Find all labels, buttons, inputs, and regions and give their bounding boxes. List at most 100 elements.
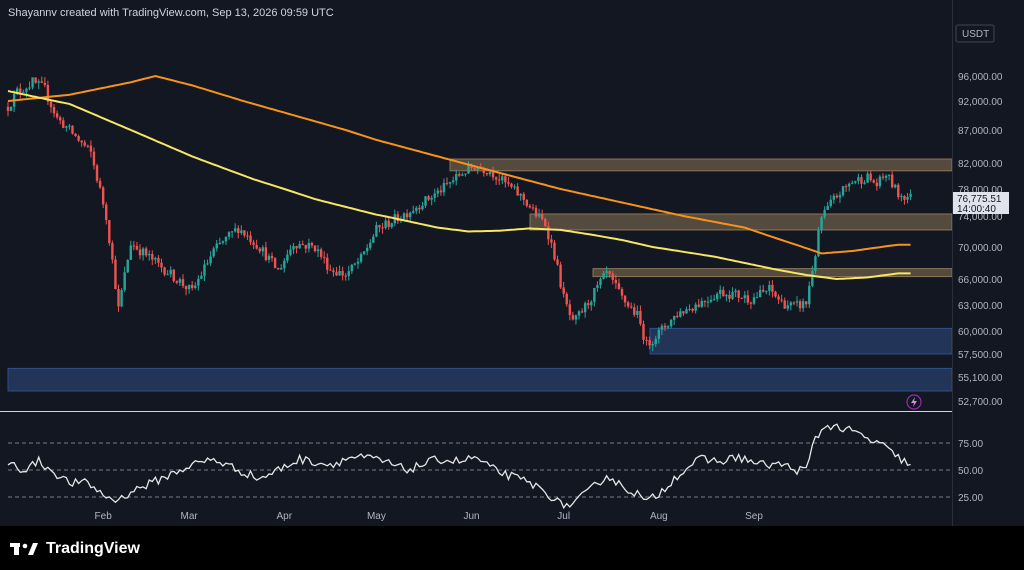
candle-body bbox=[903, 195, 906, 200]
candle-body bbox=[160, 262, 163, 268]
candle-body bbox=[614, 279, 618, 284]
candle-body bbox=[178, 279, 182, 283]
price-axis[interactable]: 96,000.00 92,000.00 87,000.00 82,000.00 78,0… bbox=[958, 72, 1003, 504]
candle-body bbox=[464, 173, 467, 175]
candle-body bbox=[270, 255, 274, 259]
rsi-tick-label: 50.00 bbox=[958, 466, 983, 477]
candle-body bbox=[580, 311, 584, 313]
candle-body bbox=[884, 175, 888, 178]
candle-body bbox=[666, 326, 670, 328]
candle-body bbox=[151, 254, 154, 260]
candle-body bbox=[46, 84, 50, 102]
candle-body bbox=[372, 236, 375, 243]
price-tick-label: 60,000.00 bbox=[958, 327, 1003, 338]
candle-body bbox=[765, 290, 768, 292]
candle-body bbox=[430, 197, 433, 200]
time-tick-label: Aug bbox=[650, 511, 668, 522]
candle-body bbox=[531, 207, 535, 209]
candle-body bbox=[611, 273, 614, 280]
candle-body bbox=[553, 242, 556, 260]
candle-body bbox=[703, 300, 707, 302]
price-tick-label: 92,000.00 bbox=[958, 97, 1003, 108]
candle-body bbox=[283, 260, 286, 269]
candle-body bbox=[405, 213, 409, 218]
candle-body bbox=[184, 286, 188, 290]
tradingview-logo[interactable]: TradingView bbox=[10, 540, 140, 558]
candle-body bbox=[455, 174, 458, 181]
candle-body bbox=[295, 246, 298, 249]
time-tick-label: Jul bbox=[557, 511, 570, 522]
candle-body bbox=[98, 180, 102, 188]
candle-body bbox=[470, 164, 473, 169]
candle-body bbox=[682, 311, 685, 314]
time-tick-label: Mar bbox=[181, 511, 199, 522]
candle-body bbox=[286, 254, 289, 261]
candle-body bbox=[897, 184, 900, 198]
candle-body bbox=[28, 87, 31, 89]
candle-body bbox=[725, 294, 728, 297]
candle-body bbox=[117, 289, 120, 307]
candle-body bbox=[246, 235, 249, 237]
candle-body bbox=[894, 184, 897, 188]
zone-demand-5 bbox=[7, 367, 953, 392]
zone-resistance-1 bbox=[449, 158, 953, 172]
candle-body bbox=[540, 213, 544, 220]
rsi-tick-label: 25.00 bbox=[958, 493, 983, 504]
candle-body bbox=[783, 300, 786, 309]
ma-orange-line bbox=[7, 74, 911, 255]
candle-body bbox=[25, 88, 28, 92]
candle-body bbox=[752, 297, 756, 304]
candle-body bbox=[111, 243, 114, 260]
candle-body bbox=[722, 289, 725, 297]
candle-body bbox=[200, 275, 203, 279]
candle-body bbox=[215, 243, 218, 249]
candle-body bbox=[798, 301, 802, 309]
time-axis[interactable]: Feb Mar Apr May Jun Jul Aug Sep bbox=[95, 511, 764, 522]
candle-body bbox=[715, 293, 719, 300]
candle-body bbox=[249, 235, 252, 243]
candle-body bbox=[433, 193, 436, 198]
time-tick-label: Sep bbox=[745, 511, 763, 522]
candle-body bbox=[273, 258, 277, 269]
candle-body bbox=[356, 261, 360, 264]
currency-badge[interactable]: USDT bbox=[955, 24, 995, 43]
candle-body bbox=[16, 88, 19, 94]
candle-body bbox=[881, 176, 885, 178]
candle-body bbox=[338, 270, 341, 276]
candle-body bbox=[445, 182, 449, 184]
candle-body bbox=[473, 168, 476, 170]
price-chart[interactable]: 96,000.00 92,000.00 87,000.00 82,000.00 78,0… bbox=[0, 0, 1024, 526]
candle-body bbox=[906, 196, 909, 200]
candle-body bbox=[92, 151, 96, 166]
candle-body bbox=[700, 300, 704, 307]
candle-body bbox=[887, 174, 891, 176]
candle-body bbox=[408, 212, 412, 218]
price-tick-label: 82,000.00 bbox=[958, 159, 1003, 170]
candle-body bbox=[534, 207, 538, 217]
alert-icon[interactable] bbox=[906, 394, 922, 410]
candle-body bbox=[633, 307, 636, 315]
candle-body bbox=[731, 292, 734, 299]
candle-body bbox=[62, 120, 65, 128]
candle-body bbox=[645, 339, 648, 341]
price-tick-label: 96,000.00 bbox=[958, 72, 1003, 83]
candle-body bbox=[365, 247, 369, 252]
candle-body bbox=[755, 297, 759, 299]
candle-body bbox=[817, 230, 820, 257]
candle-body bbox=[774, 291, 777, 297]
candle-body bbox=[181, 279, 185, 287]
candle-body bbox=[415, 207, 418, 211]
candle-body bbox=[851, 182, 854, 184]
candle-body bbox=[550, 239, 553, 243]
candle-body bbox=[442, 182, 446, 193]
candle-body bbox=[319, 249, 323, 257]
candle-body bbox=[120, 290, 123, 307]
last-price-tag: 76,775.51 14:00:40 bbox=[953, 192, 1009, 215]
candle-body bbox=[847, 183, 851, 187]
candle-body bbox=[132, 245, 136, 247]
candle-body bbox=[233, 228, 237, 232]
candle-body bbox=[498, 179, 501, 181]
candle-body bbox=[439, 190, 443, 193]
candle-body bbox=[706, 301, 710, 303]
candle-body bbox=[860, 177, 863, 184]
